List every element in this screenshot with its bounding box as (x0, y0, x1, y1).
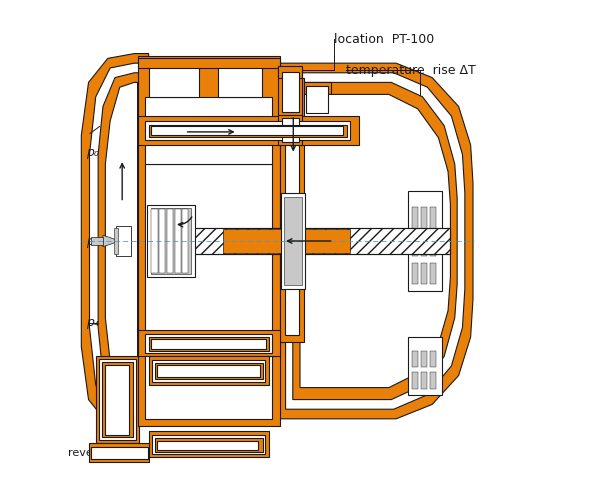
Bar (152, 360, 265, 382)
Bar (151, 126, 343, 135)
Bar (89, 443, 149, 462)
Polygon shape (293, 82, 457, 400)
Bar (278, 115, 302, 145)
Bar (421, 263, 427, 284)
Bar (278, 68, 302, 116)
Polygon shape (106, 82, 137, 395)
Bar (284, 85, 299, 335)
Bar (421, 351, 427, 367)
Polygon shape (98, 73, 139, 404)
Bar (105, 364, 129, 435)
Bar (151, 208, 191, 274)
Polygon shape (300, 94, 451, 388)
Bar (302, 82, 331, 116)
Bar (155, 362, 263, 379)
Bar (149, 431, 269, 457)
Bar (430, 207, 436, 228)
Bar (306, 86, 328, 113)
Text: temperature  rise ΔT: temperature rise ΔT (346, 64, 475, 77)
Bar (113, 228, 118, 254)
Bar (149, 356, 269, 385)
Polygon shape (89, 63, 144, 414)
Bar (147, 205, 195, 277)
Bar (157, 441, 258, 450)
Bar (284, 197, 302, 285)
Bar (157, 365, 260, 377)
Bar (218, 66, 262, 97)
Bar (175, 229, 193, 253)
Polygon shape (82, 54, 149, 424)
Bar (151, 209, 158, 273)
Text: p₀: p₀ (86, 146, 99, 159)
Bar (278, 66, 302, 78)
Polygon shape (278, 63, 473, 419)
Bar (149, 125, 347, 137)
Bar (223, 229, 350, 253)
Text: p⁣: p⁣ (86, 235, 94, 247)
Bar (159, 209, 166, 273)
Bar (145, 121, 350, 140)
Bar (430, 235, 436, 256)
Bar (152, 435, 265, 454)
Bar (102, 362, 133, 437)
Bar (151, 338, 266, 349)
Bar (182, 209, 188, 273)
Bar (155, 438, 263, 452)
Bar (149, 228, 451, 254)
Text: reverse impeller shroud: reverse impeller shroud (68, 448, 201, 458)
Bar (430, 351, 436, 367)
Bar (412, 372, 418, 388)
Bar (167, 209, 173, 273)
Bar (91, 447, 148, 459)
Bar (137, 330, 280, 356)
Bar (430, 263, 436, 284)
Bar (116, 226, 131, 256)
Text: p₄: p₄ (86, 316, 99, 329)
Bar (91, 237, 103, 245)
Bar (282, 72, 299, 112)
Polygon shape (286, 73, 465, 409)
Bar (149, 337, 269, 350)
Bar (175, 209, 181, 273)
Bar (412, 235, 418, 256)
Bar (430, 372, 436, 388)
Bar (149, 66, 199, 97)
Bar (137, 116, 359, 145)
Bar (408, 337, 442, 395)
Bar (281, 193, 305, 289)
Bar (99, 359, 136, 440)
Bar (145, 97, 272, 164)
Text: location  PT-100: location PT-100 (334, 33, 434, 46)
Bar (149, 228, 451, 254)
Bar (280, 78, 304, 342)
Bar (412, 207, 418, 228)
Bar (408, 190, 442, 292)
Bar (96, 356, 139, 443)
Bar (412, 263, 418, 284)
Bar (421, 235, 427, 256)
Bar (421, 207, 427, 228)
Bar (137, 56, 280, 426)
Bar (145, 334, 272, 353)
Bar (137, 58, 280, 68)
Bar (421, 372, 427, 388)
Bar (145, 164, 272, 419)
Bar (412, 351, 418, 367)
Bar (282, 119, 299, 142)
Polygon shape (103, 235, 121, 247)
